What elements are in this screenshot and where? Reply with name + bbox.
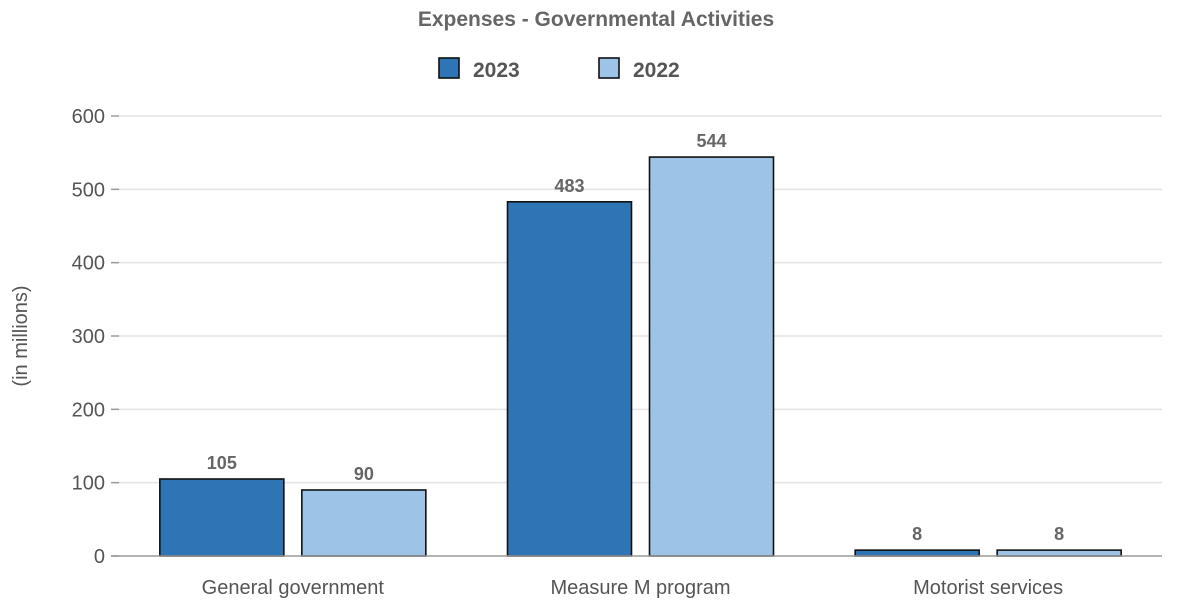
data-label: 544 xyxy=(696,131,726,151)
y-tick-label: 300 xyxy=(72,326,105,348)
x-tick-label: Measure M program xyxy=(550,577,730,599)
data-label: 8 xyxy=(1054,524,1064,544)
bar-2022-0 xyxy=(301,489,427,557)
x-tick-label: Motorist services xyxy=(913,577,1063,599)
chart-title: Expenses - Governmental Activities xyxy=(418,8,774,31)
data-label: 8 xyxy=(912,524,922,544)
legend-label: 2022 xyxy=(633,59,680,82)
x-tick-label: General government xyxy=(202,577,385,599)
gridlines xyxy=(119,115,1162,484)
legend-label: 2023 xyxy=(473,59,520,82)
y-tick-label: 600 xyxy=(72,106,105,128)
y-tick-label: 200 xyxy=(72,399,105,421)
y-tick-label: 100 xyxy=(72,473,105,495)
bar-2022-2 xyxy=(996,549,1122,557)
data-labels: 105 90 483 544 8 8 xyxy=(207,131,1064,544)
axes: 0 100 200 300 400 500 600 General government Mea… xyxy=(72,106,1162,599)
bar-2023-0 xyxy=(159,478,285,557)
y-axis-label: (in millions) xyxy=(10,285,32,386)
bar-2022-1 xyxy=(648,156,775,557)
y-tick-label: 500 xyxy=(72,179,105,201)
bars xyxy=(159,156,1122,557)
data-label: 105 xyxy=(207,453,237,473)
legend-swatch-2023 xyxy=(438,57,460,79)
data-label: 90 xyxy=(354,464,374,484)
bar-2023-1 xyxy=(506,201,633,557)
legend-swatch-2022 xyxy=(598,57,620,79)
y-tick-label: 0 xyxy=(94,546,105,568)
data-label: 483 xyxy=(554,176,584,196)
bar-2023-2 xyxy=(854,549,980,557)
y-tick-label: 400 xyxy=(72,253,105,275)
legend: 2023 2022 xyxy=(438,57,680,82)
